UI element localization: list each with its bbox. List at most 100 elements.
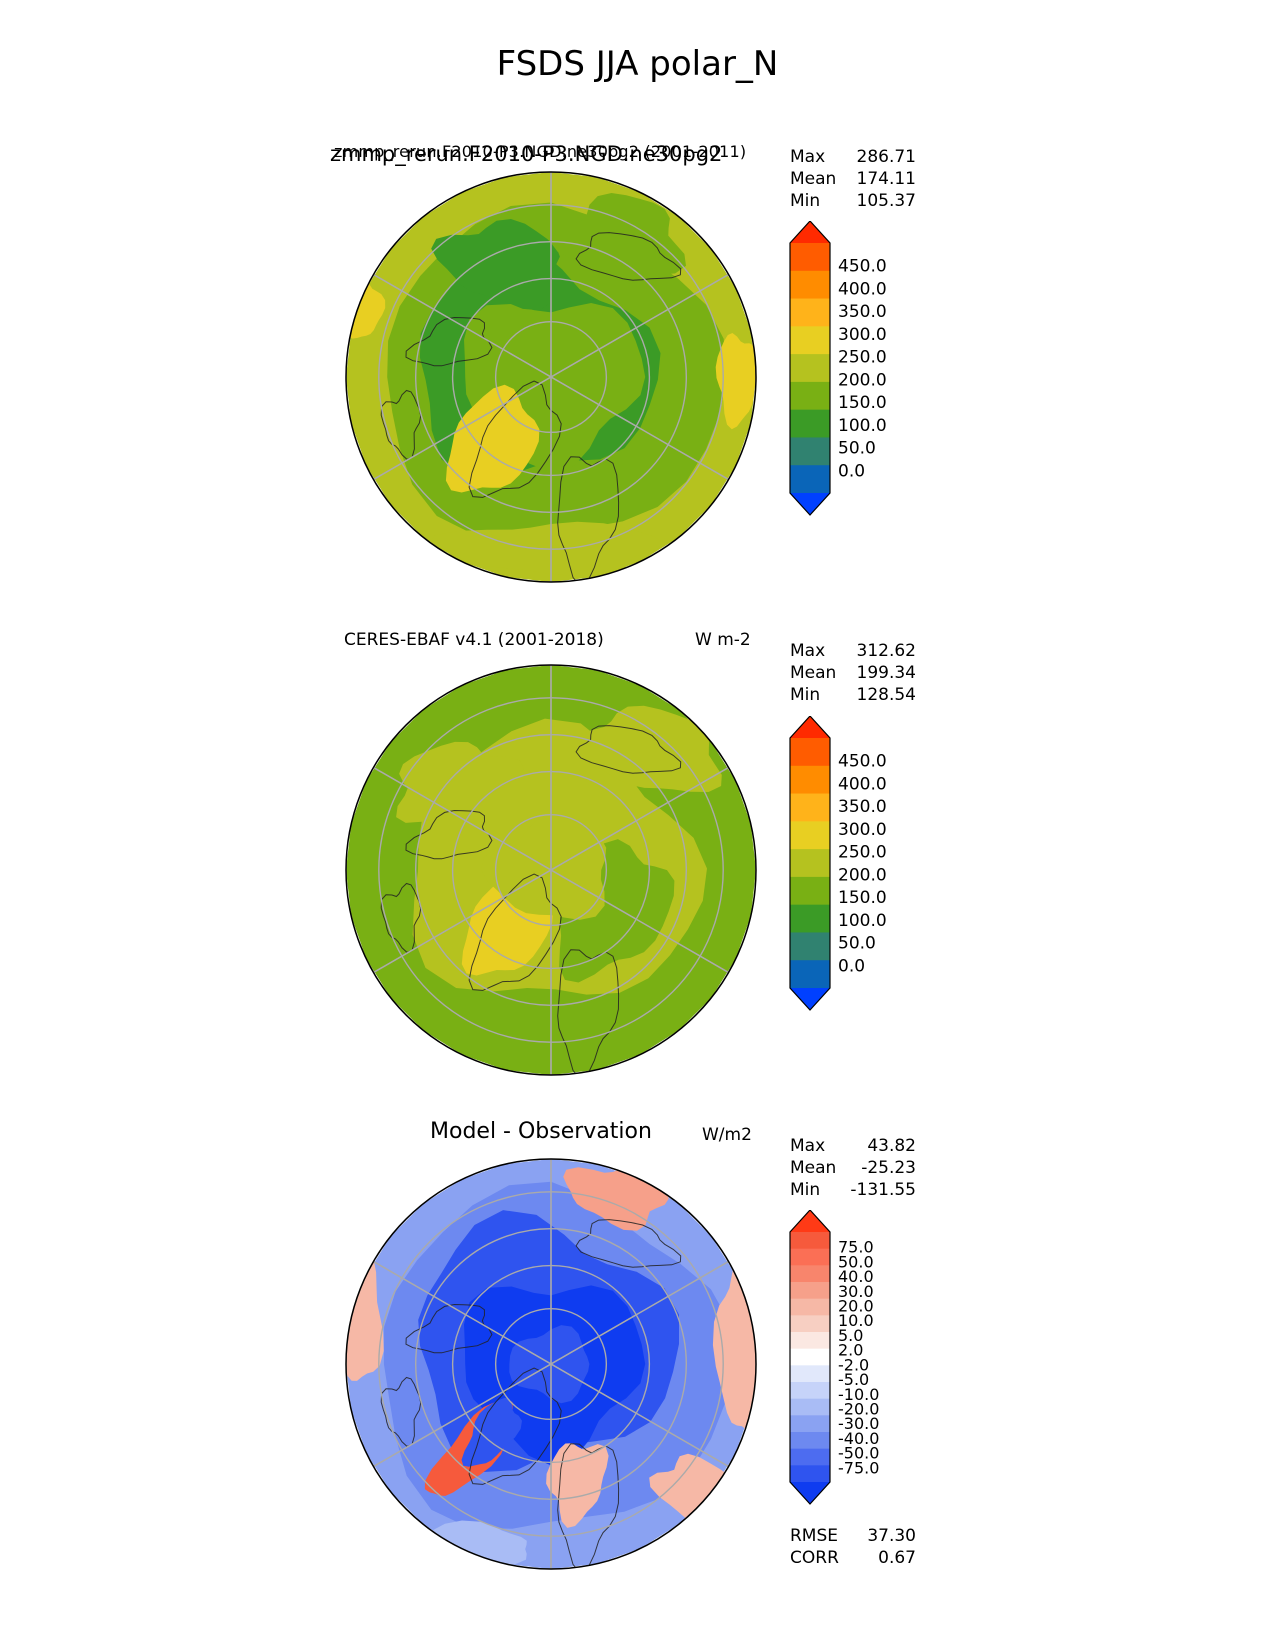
figure-title: FSDS JJA polar_N	[496, 44, 779, 84]
panel3-colorbar: 75.050.040.030.020.010.05.02.0-2.0-5.0-1…	[789, 1210, 879, 1505]
panel1-colorbar-tick-label: 250.0	[838, 348, 887, 368]
panel1-colorbar-extend-bottom	[790, 493, 830, 515]
coastline	[468, 380, 562, 498]
panel2-colorbar-segment	[790, 960, 830, 989]
panel2-title-left: CERES-EBAF v4.1 (2001-2018)	[344, 630, 604, 650]
panel3-colorbar-tick-label: -2.0	[838, 1355, 869, 1374]
panel3-colorbar-segment	[790, 1332, 830, 1350]
panel2-colorbar-segment	[790, 849, 830, 878]
panel3-colorbar-segment	[790, 1282, 830, 1300]
panel2-colorbar-segment	[790, 821, 830, 850]
panel2-colorbar-tick-label: 100.0	[838, 911, 887, 931]
panel2-colorbar-tick-label: 50.0	[838, 934, 876, 954]
panel3-colorbar-outline	[789, 1210, 831, 1505]
panel2-colorbar-segment	[790, 765, 830, 795]
panel1-colorbar-segment	[790, 409, 830, 438]
panel3-stat-min: Min -131.55	[790, 1180, 916, 1200]
panel3-colorbar-tick-label: -20.0	[838, 1399, 879, 1418]
panel2-title-right: W m-2	[695, 630, 751, 650]
panel3-colorbar-tick-label: -75.0	[838, 1458, 879, 1477]
panel1-colorbar-tick-label: 200.0	[838, 370, 887, 390]
panel1-stat-min: Min 105.37	[790, 191, 916, 211]
coastline	[557, 456, 620, 582]
panel1-title-main: zmmp_rerun.F2010-P3.NGD.ne30pg2	[330, 142, 723, 166]
map-border	[345, 171, 757, 583]
panel3-colorbar-tick-label: 30.0	[838, 1282, 874, 1301]
panel3-colorbar-segment	[790, 1265, 830, 1283]
map-field	[346, 665, 756, 1075]
panel2-colorbar-tick-label: 0.0	[838, 956, 865, 976]
map-field	[346, 172, 756, 582]
panel1-colorbar-segment	[790, 465, 830, 494]
field-region	[481, 815, 607, 920]
panel3-title-right: W/m2	[702, 1125, 752, 1145]
panel2-colorbar-tick-label: 350.0	[838, 797, 887, 817]
panel2-colorbar-segment	[790, 738, 830, 767]
panel3-extra-stats: RMSE 37.30 CORR 0.67	[790, 1525, 916, 1569]
panel1-colorbar-segment	[790, 437, 830, 466]
panel1-colorbar-segment	[790, 243, 830, 272]
panel2-stat-mean: Mean 199.34	[790, 663, 916, 683]
field-region	[715, 333, 756, 430]
panel1-colorbar-tick-label: 50.0	[838, 439, 876, 459]
panel2-colorbar-segment	[790, 932, 830, 961]
panel2-colorbar-extend-top	[790, 716, 830, 738]
panel3-stat-rmse: RMSE 37.30	[790, 1526, 916, 1546]
panel3-colorbar-segment	[790, 1298, 830, 1316]
panel2-stats: Max 312.62 Mean 199.34 Min 128.54	[790, 640, 916, 706]
field-region	[571, 705, 722, 792]
panel3-colorbar-tick-label: 75.0	[838, 1238, 874, 1257]
panel3-polar-map	[345, 1158, 757, 1570]
panel3-colorbar-tick-label: 20.0	[838, 1297, 874, 1316]
panel1-colorbar-segment	[790, 326, 830, 355]
panel3-colorbar-tick-label: 5.0	[838, 1326, 863, 1345]
longitude-line	[373, 766, 729, 974]
panel1-colorbar-tick-label: 150.0	[838, 393, 887, 413]
panel3-stat-corr: CORR 0.67	[790, 1548, 916, 1568]
panel1-colorbar-segment	[790, 298, 830, 327]
panel1-title-overlap: zmmp_rerun.F2010-P3.NGD.ne30pg2 (2001-20…	[334, 142, 747, 161]
panel3-colorbar-segment	[790, 1415, 830, 1433]
panel1-stat-mean: Mean 174.11	[790, 169, 916, 189]
panel1-stats: Max 286.71 Mean 174.11 Min 105.37	[790, 146, 916, 212]
panel3-colorbar-extend-bottom	[790, 1482, 830, 1504]
panel1-colorbar-tick-label: 100.0	[838, 416, 887, 436]
panel3-stat-mean: Mean -25.23	[790, 1158, 916, 1178]
panel2-colorbar-tick-label: 250.0	[838, 843, 887, 863]
panel3-colorbar-segment	[790, 1315, 830, 1333]
map-field	[346, 1159, 756, 1569]
panel3-colorbar-segment	[790, 1232, 830, 1250]
panel3-stats: Max 43.82 Mean -25.23 Min -131.55	[790, 1135, 916, 1201]
coastline	[405, 1303, 493, 1354]
panel1-colorbar-segment	[790, 270, 830, 300]
panel3-colorbar-segment	[790, 1465, 830, 1483]
panel3-colorbar-segment	[790, 1365, 830, 1383]
panel2-colorbar-extend-bottom	[790, 988, 830, 1010]
panel1-colorbar-extend-top	[790, 221, 830, 243]
field-region	[461, 1397, 522, 1467]
panel1-colorbar-tick-label: 450.0	[838, 257, 887, 277]
panel3-colorbar-segment	[790, 1398, 830, 1416]
panel3-colorbar-tick-label: -30.0	[838, 1414, 879, 1433]
panel1-colorbar-segment	[790, 354, 830, 383]
panel1-polar-map	[345, 171, 757, 583]
panel3-colorbar-tick-label: -5.0	[838, 1370, 869, 1389]
panel3-title-left: Model - Observation	[430, 1119, 652, 1144]
coastline	[380, 882, 422, 953]
panel3-colorbar-tick-label: -10.0	[838, 1385, 879, 1404]
field-region	[346, 1240, 384, 1381]
panel3-colorbar-segment	[790, 1348, 830, 1366]
panel2-polar-map	[345, 664, 757, 1076]
coastline	[557, 949, 620, 1075]
panel3-colorbar-segment	[790, 1432, 830, 1450]
coastline	[405, 809, 493, 860]
coastline	[405, 316, 493, 367]
map-border	[345, 664, 757, 1076]
longitude-line	[373, 273, 729, 481]
panel3-colorbar-segment	[790, 1448, 830, 1466]
panel3-stat-max: Max 43.82	[790, 1136, 916, 1156]
panel3-colorbar-segment	[790, 1382, 830, 1400]
panel2-colorbar-segment	[790, 793, 830, 822]
